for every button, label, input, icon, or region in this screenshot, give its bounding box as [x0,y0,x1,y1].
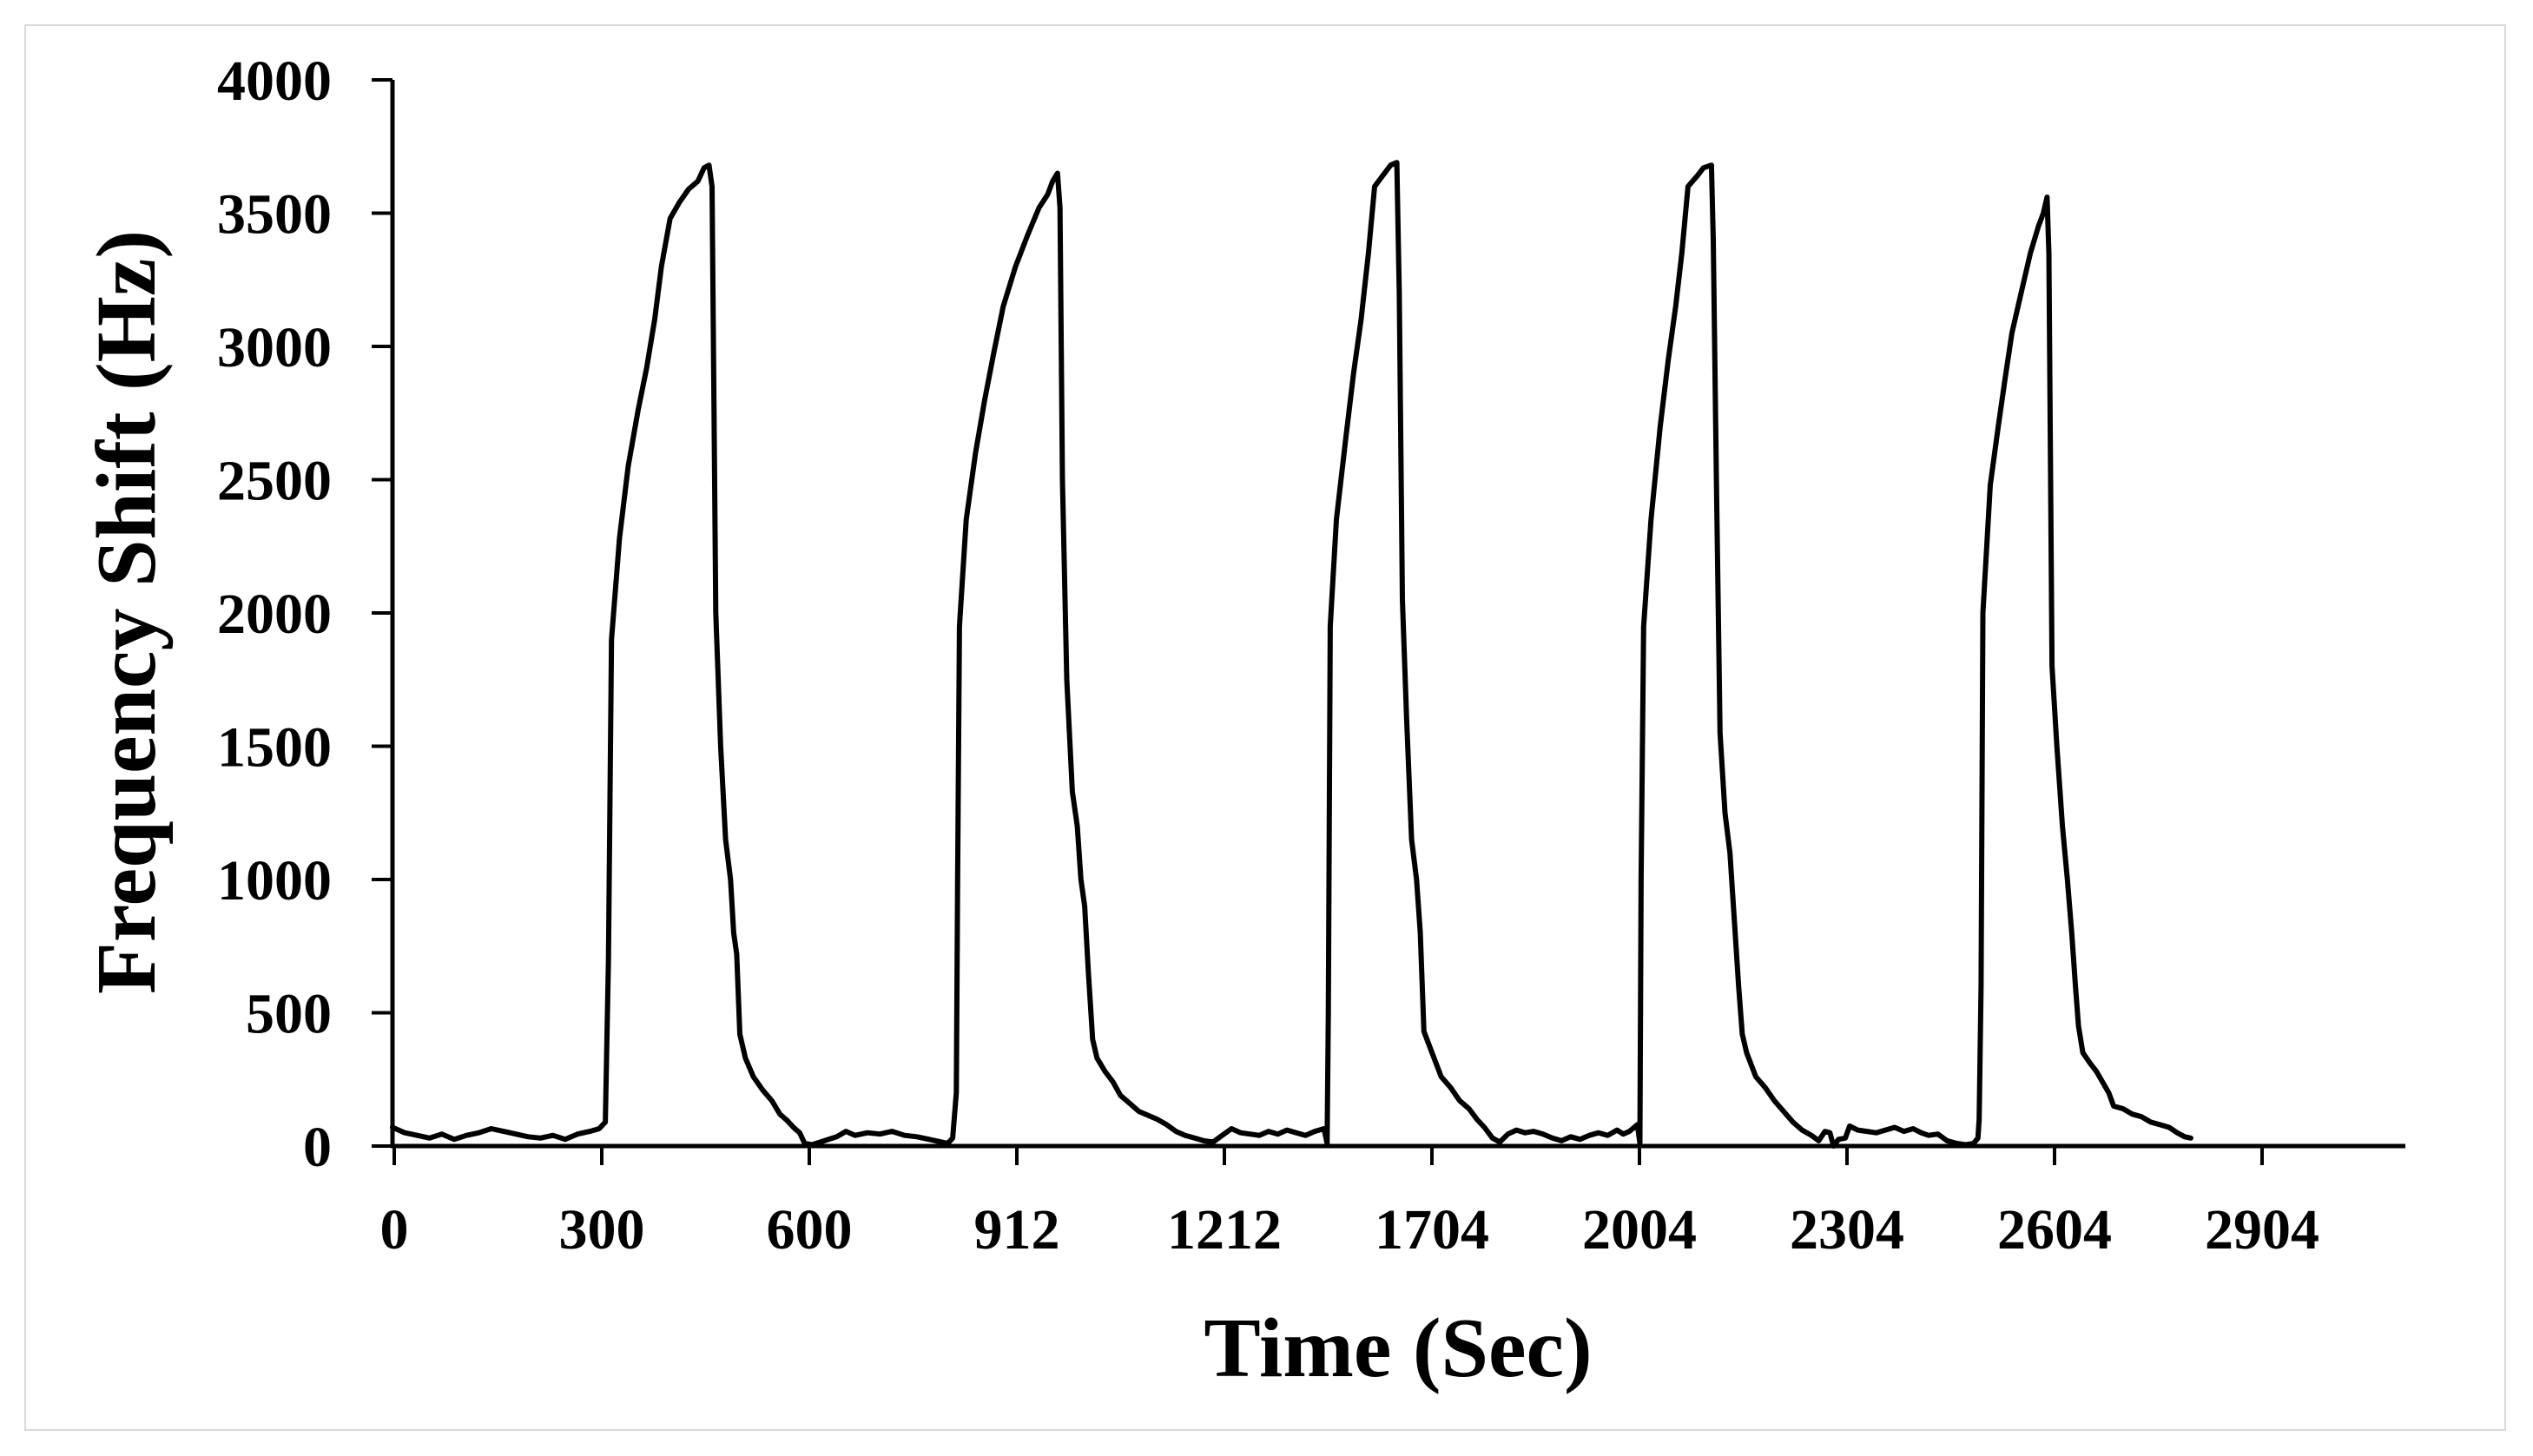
y-ticks: 0 500 1000 1500 2000 2500 3000 3500 4000 [217,49,392,1179]
y-tick-label: 4000 [217,49,332,113]
x-tick-label: 1704 [1375,1198,1489,1262]
x-tick-label: 0 [380,1198,409,1262]
chart-frame [24,24,2506,1431]
x-ticks: 0 300 600 912 1212 1704 2004 2304 2604 2904 [380,1146,2319,1262]
x-tick-label: 2904 [2205,1198,2319,1262]
x-tick-label: 912 [974,1198,1060,1262]
x-tick-label: 2604 [1997,1198,2112,1262]
y-tick-label: 1500 [217,716,332,780]
x-axis-title: Time (Sec) [1204,1301,1592,1395]
x-tick-label: 2004 [1582,1198,1697,1262]
y-tick-label: 1000 [217,849,332,912]
y-axis-title: Frequency Shift (Hz) [80,230,174,994]
y-tick-label: 2000 [217,583,332,646]
y-tick-label: 2500 [217,450,332,513]
y-tick-label: 500 [246,983,332,1046]
x-tick-label: 1212 [1167,1198,1282,1262]
x-tick-label: 300 [559,1198,645,1262]
frequency-shift-series-line [390,160,2193,1149]
x-tick-label: 2304 [1790,1198,1904,1262]
y-tick-label: 0 [303,1116,332,1179]
y-tick-label: 3000 [217,316,332,379]
y-tick-label: 3500 [217,183,332,247]
x-tick-label: 600 [767,1198,853,1262]
